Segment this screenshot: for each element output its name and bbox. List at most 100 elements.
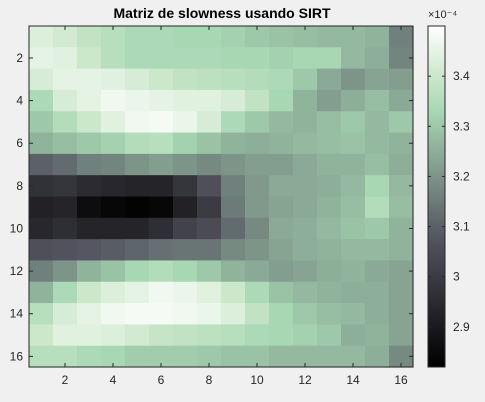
- heatmap-cell: [101, 175, 126, 198]
- heatmap-cell: [77, 345, 102, 368]
- heatmap-cell: [53, 89, 78, 112]
- heatmap-cell: [389, 153, 414, 176]
- heatmap-cell: [365, 47, 390, 70]
- heatmap-cell: [149, 47, 174, 70]
- heatmap-cell: [173, 153, 198, 176]
- heatmap-cell: [197, 175, 222, 198]
- heatmap-cell: [149, 68, 174, 91]
- heatmap-cell: [197, 153, 222, 176]
- heatmap-cell: [317, 324, 342, 347]
- heatmap-cell: [197, 345, 222, 368]
- heatmap-cell: [269, 303, 294, 325]
- heatmap-cell: [149, 217, 174, 240]
- heatmap-cell: [245, 239, 270, 262]
- heatmap-cell: [341, 260, 366, 283]
- colorbar: [428, 26, 445, 367]
- heatmap-cell: [245, 196, 270, 219]
- heatmap-cell: [389, 26, 414, 48]
- x-tick-label: 10: [250, 373, 264, 387]
- heatmap-cell: [245, 260, 270, 283]
- heatmap-cell: [101, 345, 126, 368]
- heatmap-cell: [173, 68, 198, 91]
- heatmap-cell: [197, 132, 222, 155]
- heatmap-cell: [149, 260, 174, 283]
- heatmap-cell: [269, 26, 294, 48]
- heatmap-cell: [149, 175, 174, 198]
- heatmap-cell: [389, 345, 414, 368]
- heatmap-cell: [389, 217, 414, 240]
- heatmap-cell: [149, 324, 174, 347]
- y-tick-label: 2: [16, 51, 23, 65]
- heatmap-cell: [269, 196, 294, 219]
- y-tick-label: 4: [16, 94, 23, 108]
- colorbar-tick-label: 3: [453, 270, 460, 284]
- heatmap-cell: [149, 111, 174, 134]
- heatmap-cell: [365, 324, 390, 347]
- heatmap-cell: [245, 132, 270, 155]
- heatmap-cell: [53, 345, 78, 368]
- heatmap-cell: [197, 111, 222, 134]
- heatmap-cell: [173, 345, 198, 368]
- heatmap-cell: [101, 324, 126, 347]
- heatmap-cell: [269, 217, 294, 240]
- heatmap-cell: [197, 281, 222, 304]
- heatmap-cell: [269, 239, 294, 262]
- heatmap-cell: [197, 217, 222, 240]
- heatmap-cell: [389, 47, 414, 70]
- heatmap-cell: [53, 175, 78, 198]
- heatmap-cell: [293, 217, 318, 240]
- heatmap-cell: [125, 68, 150, 91]
- heatmap-cell: [341, 345, 366, 368]
- heatmap-cell: [29, 196, 54, 219]
- heatmap-cell: [173, 239, 198, 262]
- heatmap-cell: [125, 175, 150, 198]
- y-axis: 2 4 6 8 10 12 14 16: [10, 51, 413, 363]
- heatmap-cell: [389, 68, 414, 91]
- heatmap-cell: [317, 239, 342, 262]
- heatmap-cell: [293, 111, 318, 134]
- heatmap-cell: [125, 47, 150, 70]
- x-tick-label: 2: [62, 373, 69, 387]
- heatmap-cell: [173, 217, 198, 240]
- heatmap-cell: [53, 303, 78, 325]
- heatmap-cell: [365, 260, 390, 283]
- heatmap-cell: [317, 345, 342, 368]
- heatmap-cell: [293, 47, 318, 70]
- heatmap-cell: [389, 324, 414, 347]
- heatmap-cell: [29, 89, 54, 112]
- colorbar-tick-label: 3.4: [453, 69, 470, 83]
- heatmap-cell: [317, 217, 342, 240]
- heatmap-cell: [101, 132, 126, 155]
- heatmap-cell: [173, 26, 198, 48]
- heatmap-cell: [269, 111, 294, 134]
- heatmap-cell: [125, 153, 150, 176]
- colorbar-tick-label: 3.3: [453, 119, 470, 133]
- heatmap-cell: [269, 345, 294, 368]
- heatmap-cell: [365, 153, 390, 176]
- heatmap-cell: [317, 260, 342, 283]
- heatmap-cell: [341, 217, 366, 240]
- heatmap-cell: [149, 239, 174, 262]
- heatmap-cell: [149, 196, 174, 219]
- y-tick-label: 6: [16, 136, 23, 150]
- heatmap-cell: [293, 175, 318, 198]
- heatmap-cell: [125, 26, 150, 48]
- heatmap-cell: [317, 68, 342, 91]
- heatmap-cell: [125, 111, 150, 134]
- heatmap-cell: [341, 196, 366, 219]
- heatmap-cell: [269, 324, 294, 347]
- heatmap-cell: [293, 281, 318, 304]
- heatmap-cell: [29, 260, 54, 283]
- heatmap-cell: [125, 196, 150, 219]
- heatmap-cell: [389, 89, 414, 112]
- heatmap-cell: [293, 260, 318, 283]
- heatmap-cell: [389, 175, 414, 198]
- heatmap-cell: [365, 89, 390, 112]
- heatmap-cell: [29, 217, 54, 240]
- heatmap-cell: [365, 345, 390, 368]
- heatmap-cell: [101, 153, 126, 176]
- heatmap-cell: [221, 260, 246, 283]
- heatmap-cell: [245, 68, 270, 91]
- heatmap-cell: [293, 303, 318, 325]
- heatmap-cell: [221, 345, 246, 368]
